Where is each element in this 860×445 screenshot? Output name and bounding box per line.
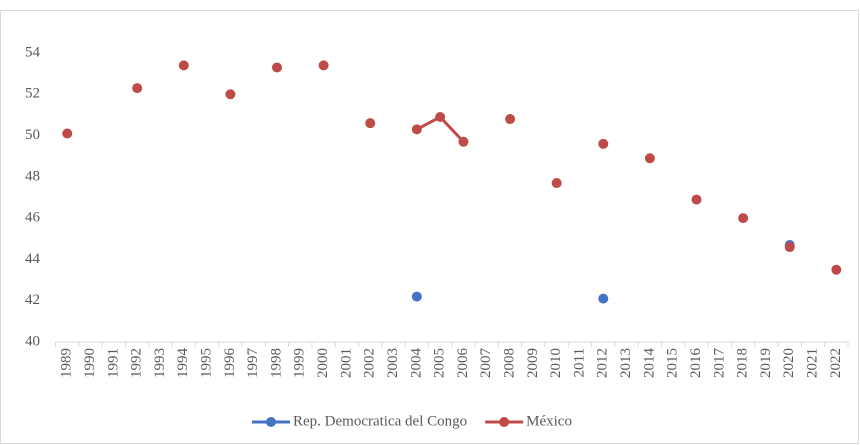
y-tick-label: 52: [25, 86, 40, 102]
data-point: [738, 213, 749, 224]
data-point: [691, 194, 702, 205]
data-point: [551, 178, 562, 189]
x-tick-label: 1993: [152, 348, 168, 378]
x-tick-label: 2014: [641, 348, 657, 379]
y-tick-label: 42: [25, 292, 40, 308]
x-tick-label: 2003: [385, 348, 401, 378]
x-tick-label: 2018: [735, 348, 751, 378]
data-point: [644, 153, 655, 164]
x-tick-label: 2021: [804, 348, 820, 378]
data-point: [784, 242, 795, 253]
x-tick-label: 2000: [315, 348, 331, 378]
x-tick-label: 2012: [595, 348, 611, 378]
x-tick-label: 1990: [82, 348, 98, 378]
x-tick-label: 2001: [338, 348, 354, 378]
x-tick-label: 2008: [502, 348, 518, 378]
x-tick-label: 1992: [129, 348, 145, 378]
x-tick-label: 2007: [478, 348, 494, 379]
x-tick-label: 1998: [268, 348, 284, 378]
x-tick-label: 1989: [59, 348, 75, 378]
legend-marker: [499, 417, 510, 427]
data-point: [598, 293, 609, 304]
x-tick-label: 1996: [222, 348, 238, 379]
data-point: [62, 128, 73, 139]
chart-frame: [0, 10, 859, 444]
y-tick-label: 40: [25, 333, 40, 349]
legend-label: Rep. Democratica del Congo: [293, 413, 467, 429]
x-tick-label: 2016: [688, 348, 704, 379]
x-tick-label: 2011: [571, 348, 587, 377]
data-point: [318, 60, 329, 71]
x-tick-label: 1991: [105, 348, 121, 378]
data-point: [505, 114, 516, 125]
data-point: [272, 62, 283, 73]
x-tick-label: 1999: [292, 348, 308, 378]
x-tick-label: 1997: [245, 348, 261, 379]
x-tick-label: 1994: [175, 348, 191, 379]
y-tick-label: 54: [25, 44, 41, 60]
x-tick-label: 2015: [665, 348, 681, 378]
x-tick-label: 2020: [781, 348, 797, 378]
x-tick-label: 2005: [432, 348, 448, 378]
y-tick-label: 46: [25, 210, 41, 226]
data-point: [598, 138, 609, 149]
y-tick-label: 44: [25, 251, 41, 267]
x-tick-label: 2002: [362, 348, 378, 378]
data-point: [178, 60, 189, 71]
x-tick-label: 2006: [455, 348, 471, 379]
x-tick-label: 2010: [548, 348, 564, 378]
data-point: [411, 124, 422, 135]
data-point: [435, 111, 446, 122]
x-tick-label: 2009: [525, 348, 541, 378]
data-point: [132, 83, 143, 94]
legend-marker: [266, 417, 276, 427]
x-tick-label: 1995: [199, 348, 215, 378]
y-tick-label: 50: [25, 127, 40, 143]
x-tick-label: 2013: [618, 348, 634, 378]
data-point: [831, 264, 842, 275]
x-tick-label: 2004: [408, 348, 424, 379]
legend-label: México: [526, 413, 572, 429]
x-tick-label: 2017: [711, 348, 727, 379]
x-tick-label: 2022: [828, 348, 844, 378]
data-point: [365, 118, 376, 129]
data-point: [411, 291, 422, 302]
y-tick-label: 48: [25, 168, 40, 184]
x-tick-label: 2019: [758, 348, 774, 378]
data-point: [225, 89, 236, 100]
data-point: [458, 136, 469, 147]
